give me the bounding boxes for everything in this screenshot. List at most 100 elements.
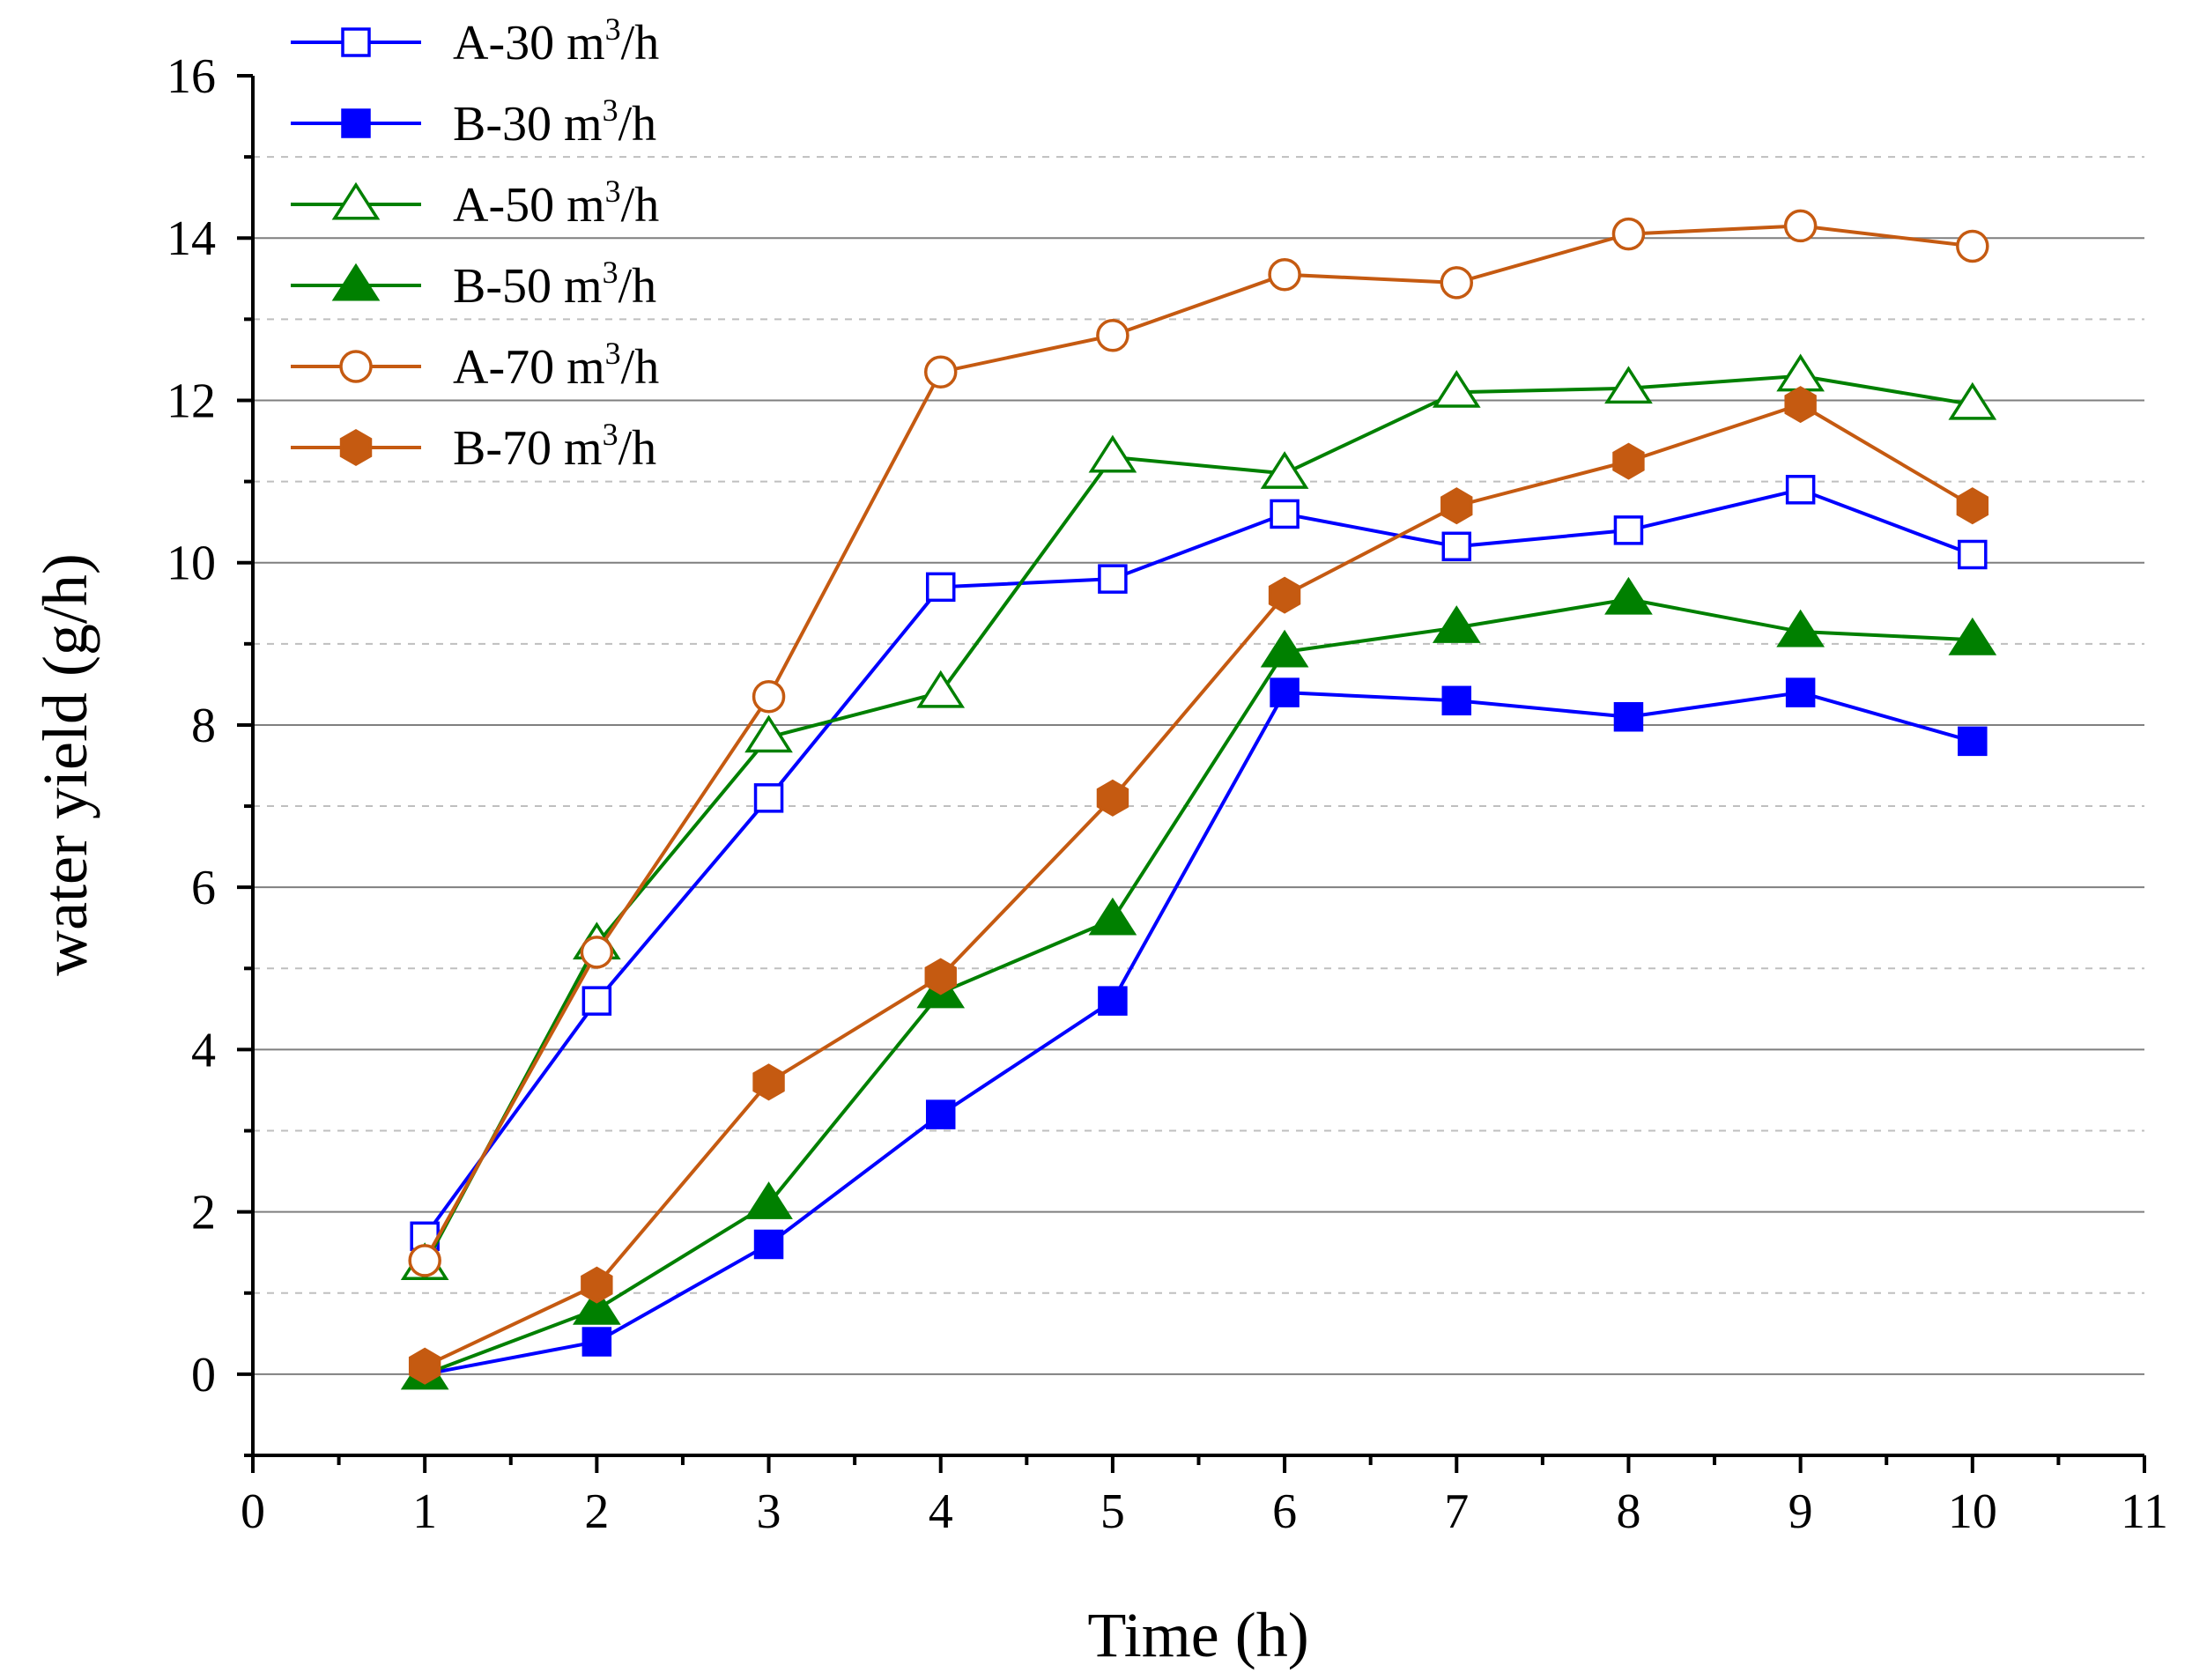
series-b-30-m-h [410,677,1988,1389]
data-point [1776,609,1825,648]
series-line [424,402,1974,1368]
data-point [1088,434,1137,473]
legend-marker [341,27,371,57]
y-tick-label: 8 [191,699,216,753]
legend: A-30 m3/h B-30 m3/h A-50 m3/h B-50 m3/h A-70… [291,11,659,476]
data-point [1612,442,1645,480]
series-line [423,487,1974,1238]
gridlines [253,156,2144,1375]
data-point [1611,217,1646,251]
data-point [1270,677,1300,707]
data-point [1604,576,1653,615]
legend-marker [339,350,373,383]
legend-item: A-30 m3/h [291,11,659,70]
data-point [1956,229,1989,263]
x-tick-label: 6 [1272,1484,1297,1539]
data-point [753,1229,784,1260]
data-point [1432,369,1481,408]
y-tick-label: 12 [167,374,216,428]
data-point [1440,487,1473,525]
legend-item: B-50 m3/h [291,255,656,314]
data-point [1776,353,1825,392]
data-point [1613,515,1644,545]
data-point [923,355,958,389]
data-point [1268,576,1301,614]
data-point [408,1347,441,1385]
y-tick-label: 16 [167,49,216,104]
data-point [1784,386,1817,424]
series-line [424,597,1973,1376]
y-tick-label: 0 [191,1348,216,1402]
legend-item: A-70 m3/h [291,336,659,395]
x-tick-label: 9 [1788,1484,1813,1539]
data-point [1956,487,1989,525]
x-tick-label: 2 [584,1484,609,1539]
legend-label: B-30 m3/h [453,93,656,152]
data-point [1098,564,1128,594]
x-axis-title: Time (h) [1087,1600,1308,1670]
series-line [423,224,1974,1262]
legend-item: B-70 m3/h [291,417,656,476]
data-point [1098,986,1128,1016]
x-tick-label: 4 [929,1484,953,1539]
data-point [1088,897,1137,936]
legend-marker [339,428,373,467]
data-point [581,1327,612,1357]
data-point [752,1063,785,1101]
data-point [581,1266,613,1304]
y-tick-label: 14 [167,211,216,266]
x-tick-label: 7 [1444,1484,1469,1539]
series-a-30-m-h [410,475,1988,1252]
legend-label: A-70 m3/h [453,336,659,395]
data-point [573,1286,621,1325]
legend-item: B-30 m3/h [291,93,656,152]
data-point [1948,381,1997,420]
data-point [916,670,966,708]
data-point [1441,685,1472,716]
data-point [1604,366,1653,404]
data-point [753,783,784,813]
data-point [1948,617,1997,655]
data-point [1441,531,1472,562]
x-tick-label: 5 [1100,1484,1125,1539]
y-tick-label: 2 [191,1186,216,1240]
data-point [752,679,786,714]
x-tick-label: 8 [1616,1484,1640,1539]
x-tick-label: 11 [2121,1484,2168,1539]
data-point [744,1181,793,1219]
series-a-50-m-h [400,353,1997,1281]
data-point [1785,677,1816,707]
legend-marker [331,181,381,220]
data-point [1958,726,1988,757]
data-point [1268,257,1301,292]
y-tick-label: 4 [191,1023,216,1077]
data-point [581,986,612,1016]
data-point [1785,475,1816,505]
y-axis-title: water yield (g/h) [30,553,100,976]
data-point [1096,779,1129,817]
data-point [1958,539,1988,570]
x-tick-label: 3 [757,1484,781,1539]
data-point [1270,499,1300,529]
x-tick-label: 10 [1948,1484,1997,1539]
data-point [580,936,614,969]
x-tick-label: 1 [412,1484,437,1539]
series-b-50-m-h [400,576,1997,1390]
y-tick-label: 10 [167,537,216,591]
data-point [925,572,956,603]
data-series [400,209,1997,1390]
series-b-70-m-h [408,386,1989,1385]
legend-item: A-50 m3/h [291,174,659,233]
data-point [1432,605,1481,643]
legend-label: A-50 m3/h [453,174,659,233]
data-point [924,958,957,995]
data-point [1260,451,1309,489]
data-point [408,1244,441,1277]
legend-label: B-70 m3/h [453,417,656,476]
data-point [1613,701,1644,732]
data-point [925,1099,956,1129]
data-point [1096,319,1129,352]
x-tick-label: 0 [241,1484,265,1539]
